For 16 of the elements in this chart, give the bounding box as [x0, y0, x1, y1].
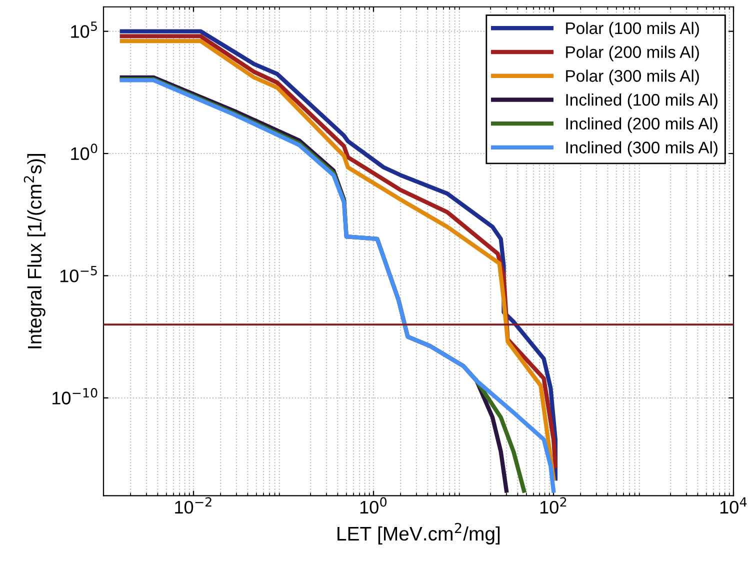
x-axis-title: LET [MeV.cm$^{2}$/mg]: [338, 522, 500, 544]
x-tick-label: 10$^{0}$: [360, 497, 387, 514]
legend-label: Inclined (200 mils Al): [566, 117, 718, 133]
y-axis-title: Integral Flux [1/(cm$^{2}$s)]: [24, 154, 46, 348]
legend-label: Polar (100 mils Al): [566, 22, 699, 38]
legend-label: Polar (200 mils Al): [566, 46, 699, 62]
x-tick-label: 10$^{−2}$: [175, 497, 212, 514]
y-tick-label: 10$^{5}$: [71, 22, 97, 38]
y-tick-label: 10$^{−10}$: [52, 388, 98, 404]
y-tick-label: 10$^{−5}$: [60, 266, 97, 282]
x-tick-label: 10$^{2}$: [540, 497, 566, 514]
x-tick-label: 10$^{4}$: [720, 497, 747, 514]
legend-label: Polar (300 mils Al): [566, 70, 699, 86]
legend-label: Inclined (300 mils Al): [566, 141, 718, 157]
y-tick-label: 10$^{0}$: [71, 144, 98, 160]
legend-label: Inclined (100 mils Al): [566, 93, 718, 110]
